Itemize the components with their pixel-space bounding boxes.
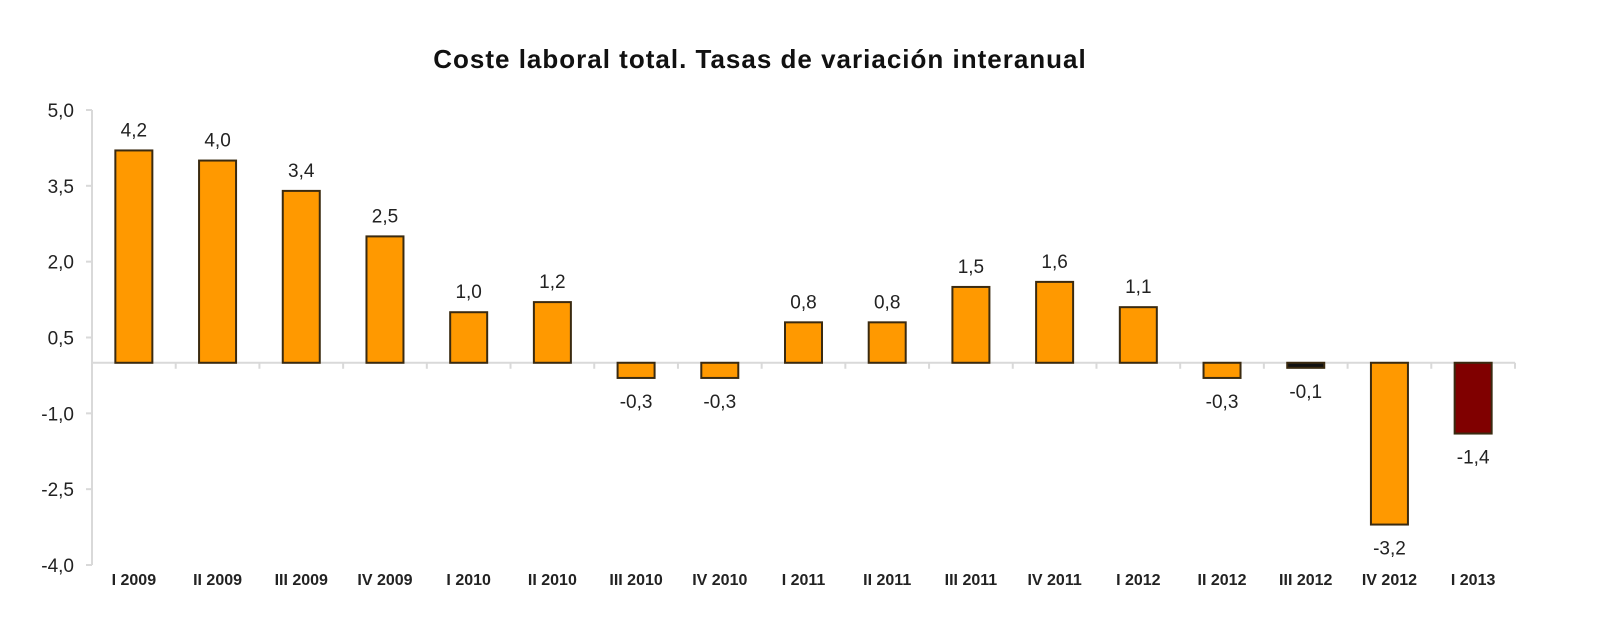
x-tick-label: III 2009	[275, 572, 328, 589]
bar	[784, 321, 823, 364]
x-tick-label: II 2010	[528, 572, 577, 589]
bar	[1035, 280, 1075, 364]
x-tick-label: I 2011	[782, 572, 826, 589]
data-label: 1,0	[455, 282, 481, 303]
data-label: -1,4	[1457, 448, 1490, 469]
bar	[700, 361, 740, 379]
data-label: 4,0	[204, 131, 230, 152]
x-tick-label: III 2012	[1279, 572, 1332, 589]
x-tick-label: III 2010	[609, 572, 662, 589]
bar	[867, 321, 907, 364]
x-tick-label: II 2012	[1198, 572, 1247, 589]
x-tick-label: I 2009	[112, 572, 157, 589]
data-label: 1,2	[539, 272, 565, 293]
x-tick-label: I 2010	[446, 572, 491, 589]
data-label: 4,2	[121, 120, 147, 141]
bar	[365, 235, 405, 364]
bar	[1453, 361, 1493, 435]
chart-title: Coste laboral total. Tasas de variación …	[433, 44, 1087, 74]
data-label: -3,2	[1373, 539, 1406, 560]
y-tick-label: 2,0	[48, 253, 74, 274]
data-label: -0,1	[1289, 382, 1322, 403]
bar	[1286, 361, 1326, 369]
y-tick-label: -1,0	[41, 404, 74, 425]
bar	[1202, 361, 1242, 379]
bar	[1369, 361, 1409, 526]
x-tick-label: IV 2009	[357, 572, 412, 589]
bar	[951, 285, 991, 364]
y-tick-label: 3,5	[48, 177, 74, 198]
data-label: 2,5	[372, 206, 398, 227]
bar	[449, 311, 489, 364]
data-label: 1,1	[1125, 277, 1151, 298]
x-tick-label: II 2009	[193, 572, 242, 589]
data-label: 0,8	[874, 292, 900, 313]
x-tick-label: IV 2012	[1362, 572, 1417, 589]
y-tick-label: -2,5	[41, 480, 74, 501]
y-tick-label: 5,0	[48, 101, 74, 122]
x-tick-label: IV 2010	[692, 572, 747, 589]
bar	[281, 189, 321, 364]
x-tick-label: IV 2011	[1027, 572, 1081, 589]
data-label: 1,5	[958, 257, 984, 278]
bar	[1118, 306, 1158, 364]
x-tick-label: I 2013	[1451, 572, 1496, 589]
data-label: -0,3	[703, 392, 736, 413]
x-tick-label: II 2011	[863, 572, 911, 589]
bar	[114, 149, 154, 364]
data-label: 3,4	[288, 161, 315, 182]
x-tick-label: I 2012	[1116, 572, 1161, 589]
bar	[532, 301, 572, 364]
data-label: -0,3	[620, 392, 653, 413]
bar	[616, 361, 656, 379]
x-tick-label: III 2011	[945, 572, 998, 589]
data-label: -0,3	[1206, 392, 1239, 413]
data-label: 0,8	[790, 292, 816, 313]
y-tick-label: 0,5	[48, 329, 74, 350]
bar	[198, 159, 238, 364]
data-label: 1,6	[1041, 252, 1067, 273]
y-tick-label: -4,0	[41, 556, 74, 577]
